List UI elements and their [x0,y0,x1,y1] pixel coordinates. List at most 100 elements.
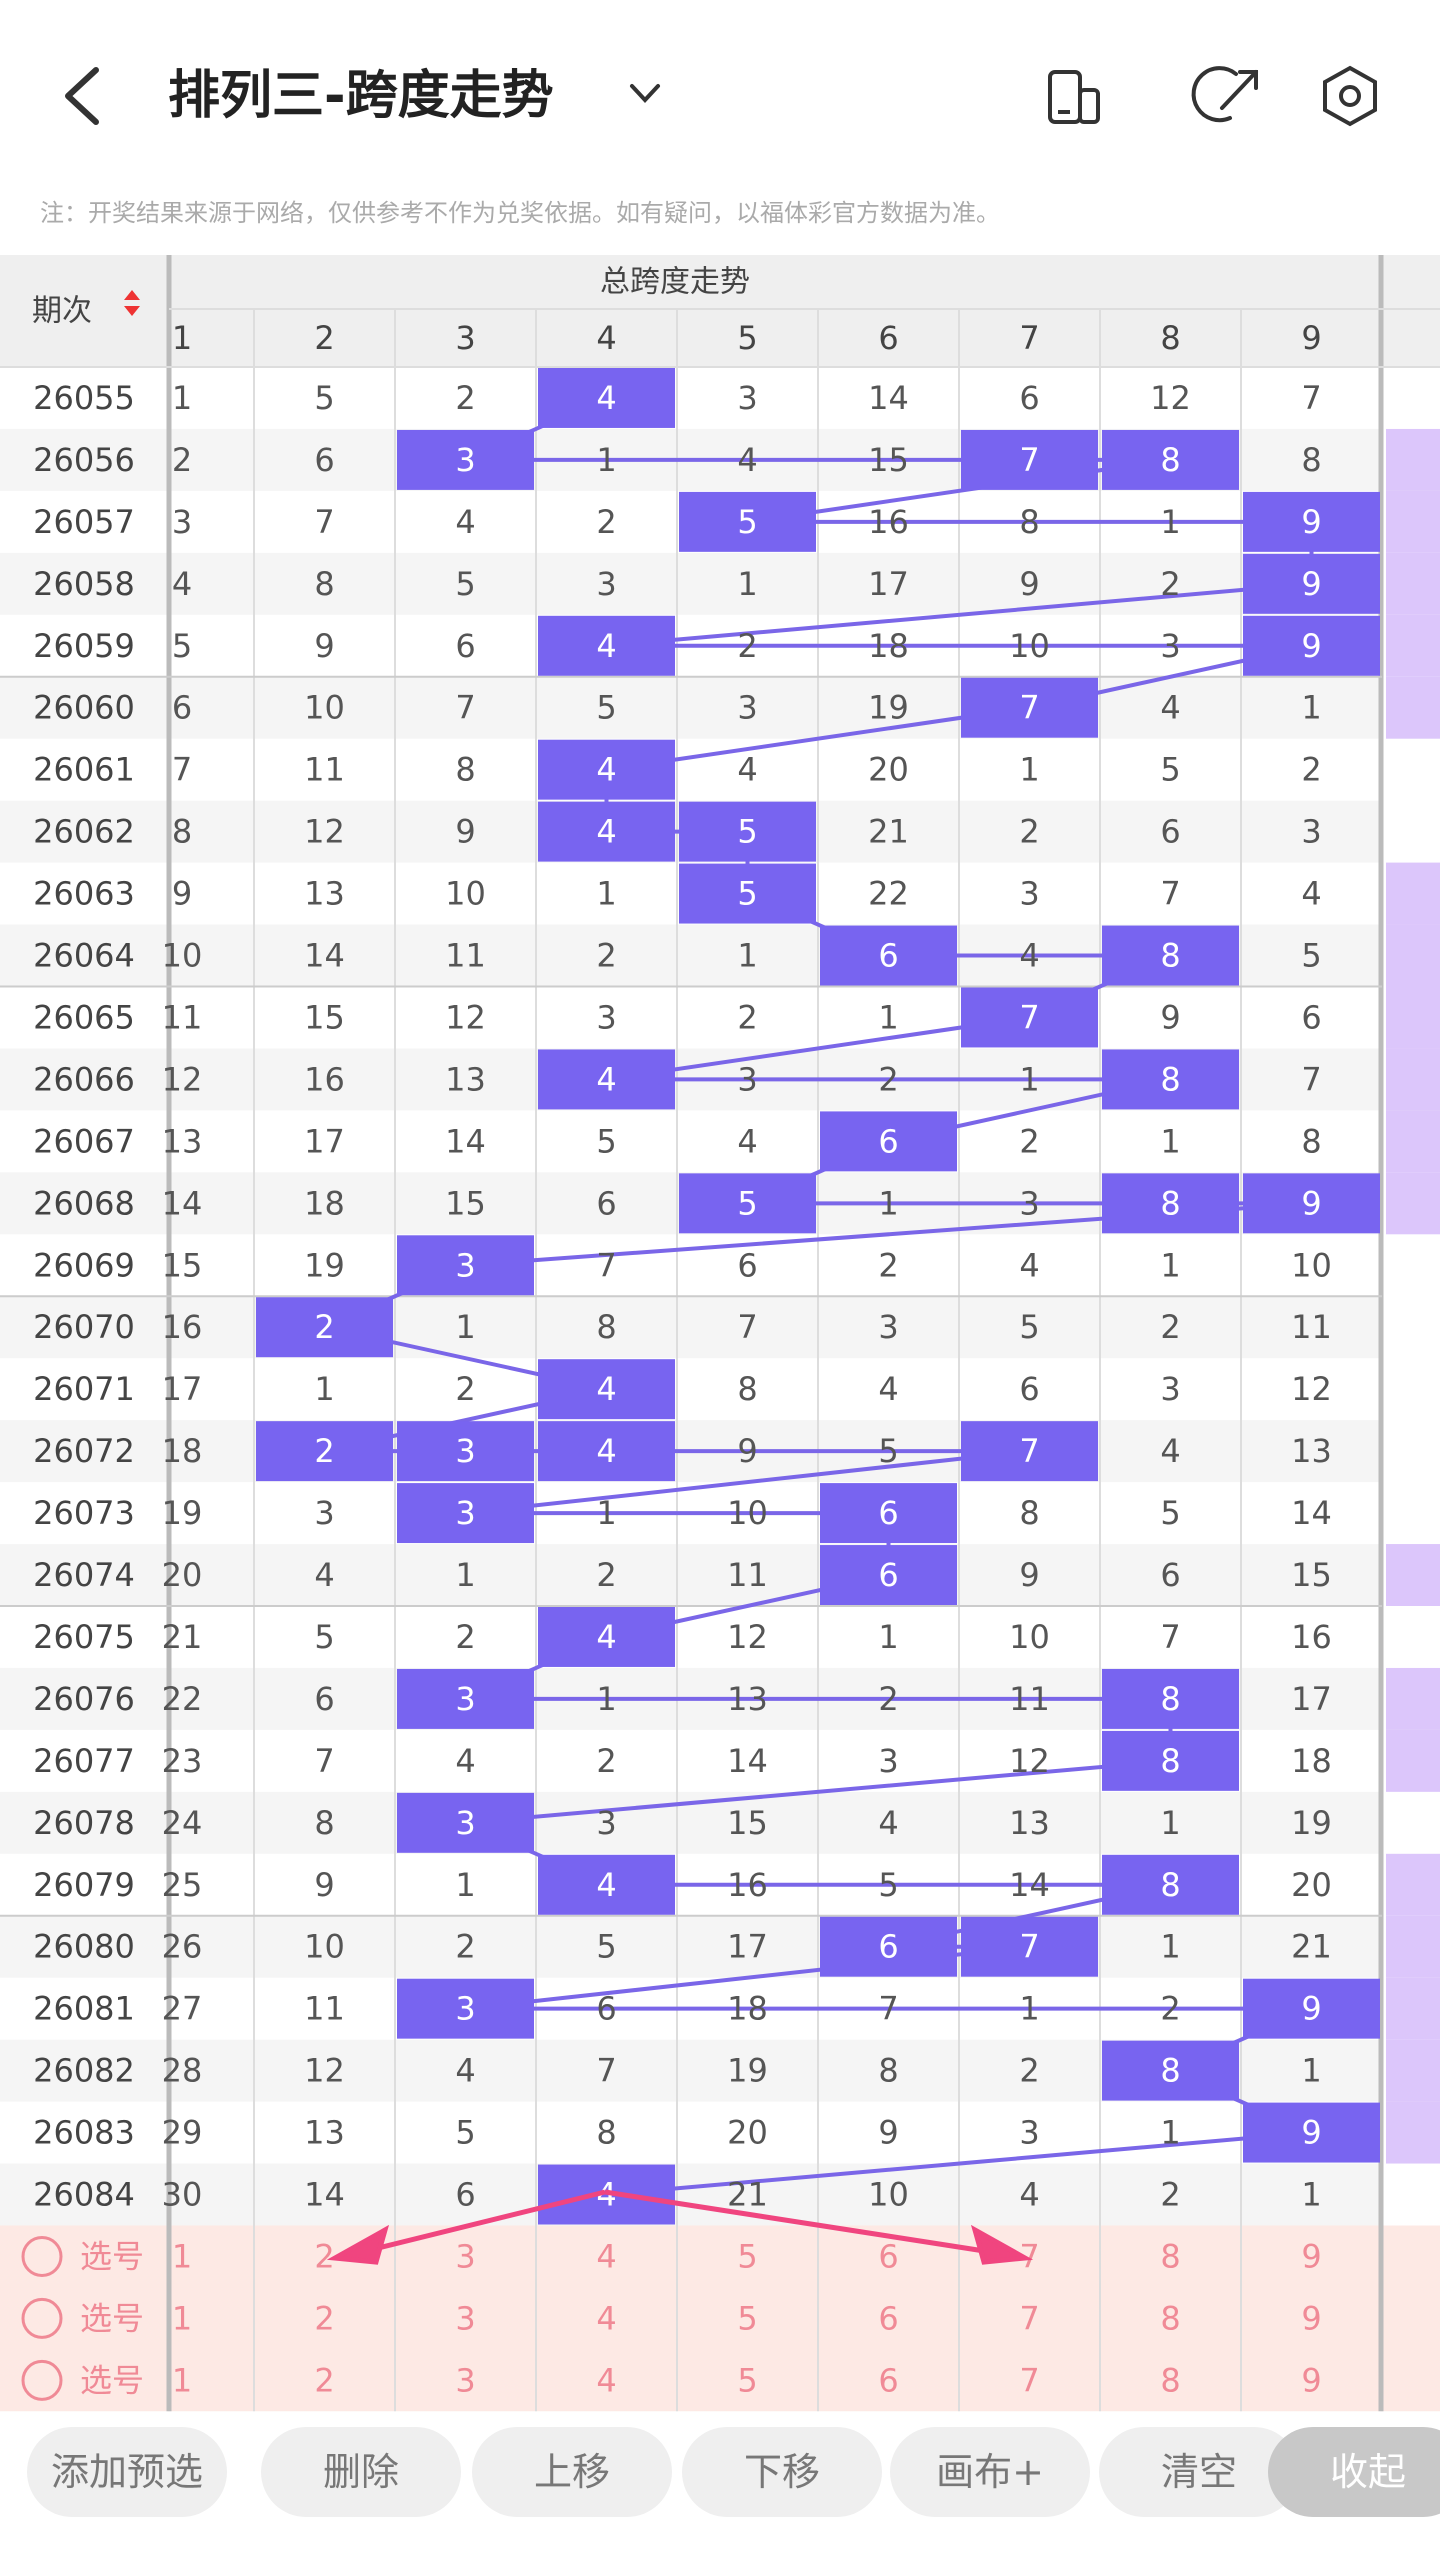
miss-value: 6 [596,1990,616,2028]
miss-value: 22 [868,875,909,913]
hit-value: 9 [1301,1990,1321,2028]
hit-cell [1243,2102,1380,2163]
miss-value: 14 [162,1184,203,1222]
select-number: 4 [596,2237,616,2275]
select-number: 7 [1019,2237,1039,2275]
hit-value: 4 [596,627,616,665]
period: 26072 [33,1432,135,1470]
dropdown-icon[interactable] [630,84,660,103]
toolbar-button[interactable] [1099,2427,1299,2517]
miss-value: 9 [878,2114,898,2152]
column-header: 4 [596,319,616,357]
select-number: 3 [455,2299,475,2337]
miss-value: 18 [162,1432,203,1470]
settings-icon[interactable] [1323,65,1377,127]
select-radio[interactable] [21,2297,63,2339]
hit-cell [961,1421,1098,1482]
hit-cell [820,1111,957,1172]
miss-value: 11 [1291,1308,1332,1346]
miss-value: 5 [1160,1494,1180,1532]
miss-value: 4 [737,1122,757,1160]
row-bg [0,1296,1382,1359]
select-number: 7 [1019,2299,1039,2337]
miss-value: 1 [1160,2114,1180,2152]
column-header: 3 [455,319,475,357]
miss-value: 14 [727,1742,768,1780]
miss-value: 10 [727,1494,768,1532]
miss-value: 7 [878,1990,898,2028]
side-shade [1386,614,1440,677]
miss-value: 1 [455,1556,475,1594]
miss-value: 19 [868,689,909,727]
miss-value: 8 [1301,441,1321,479]
row-bg [0,2163,1382,2226]
hit-cell [820,1545,957,1605]
miss-value: 16 [727,1866,768,1904]
miss-value: 13 [304,2114,345,2152]
hit-value: 5 [737,503,757,541]
hit-cell [820,1916,957,1977]
miss-value: 7 [314,1742,334,1780]
miss-value: 23 [162,1742,203,1780]
miss-value: 1 [1301,2052,1321,2090]
hit-cell [397,1235,534,1296]
miss-value: 4 [172,565,192,603]
side-shade [1386,428,1440,491]
miss-value: 9 [314,1866,334,1904]
toolbar-button[interactable] [261,2427,461,2517]
hit-value: 6 [878,1494,898,1532]
hit-cell [538,801,675,862]
toolbar-button[interactable] [682,2427,882,2517]
miss-value: 1 [878,1184,898,1222]
miss-value: 12 [1009,1742,1050,1780]
hit-value: 3 [455,1680,475,1718]
toolbar-button[interactable] [890,2427,1090,2517]
select-number: 9 [1301,2237,1321,2275]
hit-value: 7 [1019,1432,1039,1470]
miss-value: 2 [596,1556,616,1594]
toolbar-button[interactable] [472,2427,672,2517]
device-icon[interactable] [1048,70,1100,124]
miss-value: 1 [596,1680,616,1718]
sort-icon[interactable] [124,290,140,316]
miss-value: 2 [878,1246,898,1284]
miss-value: 2 [1019,813,1039,851]
select-number: 4 [596,2299,616,2337]
hit-value: 2 [314,1308,334,1346]
select-radio[interactable] [21,2359,63,2401]
share-icon[interactable] [1191,66,1258,123]
miss-value: 5 [1160,751,1180,789]
miss-value: 2 [172,441,192,479]
select-radio[interactable] [21,2235,63,2277]
miss-value: 12 [304,2052,345,2090]
period: 26080 [33,1928,135,1966]
select-number: 9 [1301,2361,1321,2399]
miss-value: 2 [1160,1308,1180,1346]
miss-value: 16 [162,1308,203,1346]
miss-value: 1 [596,441,616,479]
miss-value: 1 [1160,1246,1180,1284]
side-shade [1386,862,1440,925]
miss-value: 1 [1019,1060,1039,1098]
miss-value: 13 [445,1060,486,1098]
miss-value: 3 [1019,1184,1039,1222]
miss-value: 6 [314,1680,334,1718]
miss-value: 10 [162,937,203,975]
miss-value: 18 [304,1184,345,1222]
back-button[interactable] [65,67,99,125]
hit-value: 3 [455,1990,475,2028]
miss-value: 14 [868,379,909,417]
hit-value: 4 [596,1866,616,1904]
miss-value: 1 [1160,1928,1180,1966]
hit-value: 6 [878,1556,898,1594]
miss-value: 18 [868,627,909,665]
hit-cell [1102,1668,1239,1729]
miss-value: 1 [1301,689,1321,727]
toolbar-button[interactable] [27,2427,227,2517]
miss-value: 4 [737,751,757,789]
hit-value: 8 [1160,2052,1180,2090]
period: 26058 [33,565,135,603]
miss-value: 4 [455,503,475,541]
miss-value: 16 [1291,1618,1332,1656]
toolbar-button[interactable] [1268,2427,1440,2517]
